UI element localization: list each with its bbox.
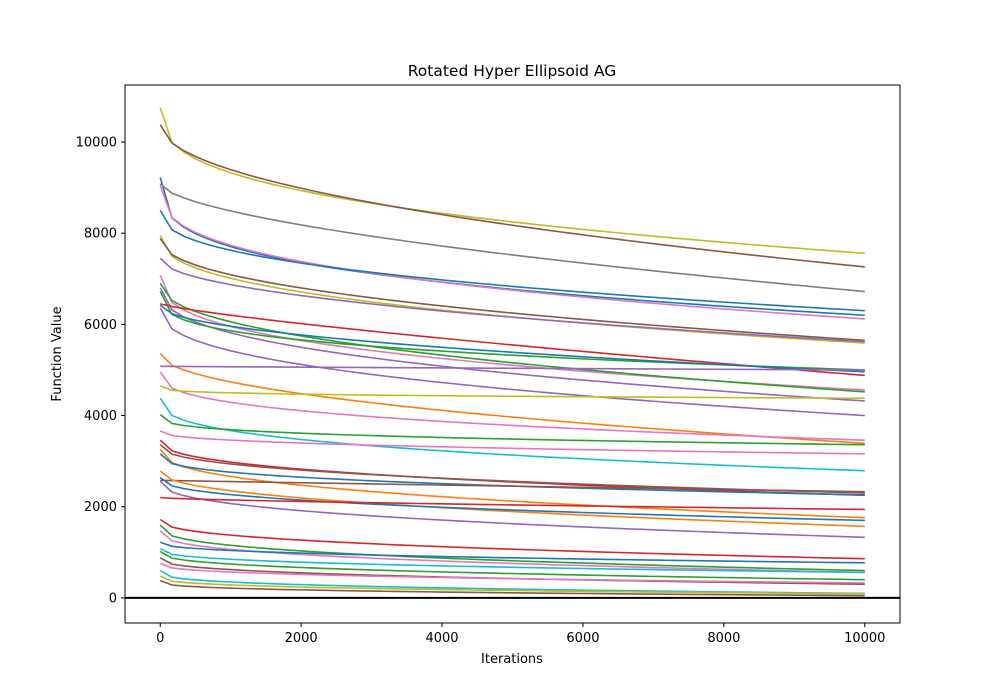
series-line-37 bbox=[159, 547, 865, 574]
x-tick-label: 0 bbox=[156, 631, 164, 646]
x-tick-label: 2000 bbox=[285, 631, 318, 646]
series-line-21 bbox=[159, 397, 865, 472]
series-line-30 bbox=[159, 476, 865, 522]
x-axis-title: Iterations bbox=[481, 652, 543, 667]
series-line-3 bbox=[159, 177, 865, 317]
x-tick-label: 8000 bbox=[707, 631, 740, 646]
y-tick-label: 4000 bbox=[84, 409, 117, 424]
series-line-15 bbox=[159, 304, 865, 373]
series-line-29 bbox=[159, 470, 865, 528]
series-line-5 bbox=[159, 185, 865, 320]
series-layer bbox=[159, 107, 865, 597]
series-line-20 bbox=[159, 385, 865, 400]
y-tick-label: 6000 bbox=[84, 318, 117, 333]
series-line-8 bbox=[159, 238, 865, 342]
y-tick-label: 10000 bbox=[76, 135, 117, 150]
series-line-6 bbox=[159, 209, 865, 312]
x-tick-label: 4000 bbox=[425, 631, 458, 646]
chart-title: Rotated Hyper Ellipsoid AG bbox=[408, 62, 617, 80]
series-line-32 bbox=[160, 496, 865, 511]
y-tick-label: 2000 bbox=[84, 500, 117, 515]
series-line-40 bbox=[159, 562, 865, 584]
series-line-18 bbox=[160, 365, 865, 371]
series-line-28 bbox=[160, 479, 865, 493]
x-tick-label: 6000 bbox=[566, 631, 599, 646]
series-line-31 bbox=[159, 480, 865, 539]
y-axis-ticks: 0 2000 4000 6000 8000 10000 bbox=[76, 135, 125, 606]
series-line-23 bbox=[159, 430, 865, 455]
x-tick-label: 10000 bbox=[844, 631, 885, 646]
x-axis-ticks: 0 2000 4000 6000 8000 10000 bbox=[156, 623, 885, 646]
series-line-42 bbox=[159, 575, 865, 595]
series-line-1 bbox=[159, 107, 865, 255]
plot-frame bbox=[124, 84, 901, 624]
series-line-34 bbox=[159, 524, 865, 572]
series-line-22 bbox=[159, 414, 865, 446]
series-line-33 bbox=[159, 518, 865, 560]
series-line-38 bbox=[159, 550, 865, 581]
series-line-12 bbox=[159, 287, 865, 402]
series-line-9 bbox=[159, 257, 865, 343]
y-tick-label: 8000 bbox=[84, 227, 117, 242]
series-line-19 bbox=[159, 371, 865, 441]
series-line-4 bbox=[159, 183, 865, 293]
series-line-36 bbox=[159, 541, 865, 564]
series-line-16 bbox=[159, 307, 865, 417]
series-line-2 bbox=[159, 124, 865, 268]
series-line-43 bbox=[159, 579, 865, 597]
y-axis-title: Function Value bbox=[50, 306, 65, 401]
y-tick-label: 0 bbox=[109, 591, 117, 606]
